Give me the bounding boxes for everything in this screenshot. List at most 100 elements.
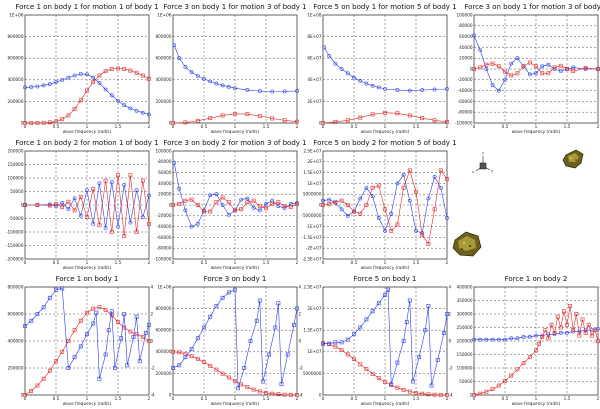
chart-title: Force 3 on body 1 <box>204 275 267 283</box>
data-point <box>389 382 394 387</box>
x-axis-label: wave frequency (rad/s) <box>361 129 410 134</box>
data-point <box>321 121 325 125</box>
data-point <box>383 380 387 384</box>
data-point <box>426 392 431 397</box>
data-point <box>35 383 40 388</box>
chart-panel: Force 5 on body 1 for motion 5 of body 1… <box>307 3 456 134</box>
x-tick-label: 1.5 <box>564 396 571 401</box>
data-point <box>171 121 175 125</box>
data-point <box>140 73 145 78</box>
data-point <box>282 206 287 211</box>
data-point <box>97 376 102 381</box>
x-tick-label: 0 <box>172 396 175 401</box>
series-line <box>323 47 448 91</box>
data-point <box>254 318 259 323</box>
data-point <box>251 205 256 210</box>
x-tick-label: 2 <box>446 260 449 265</box>
y-tick-label: 8E+07 <box>307 34 321 39</box>
data-point <box>251 387 256 392</box>
x-tick-label: 1 <box>86 124 89 129</box>
data-point <box>401 339 406 343</box>
x-axis-label: wave frequency (rad/s) <box>512 401 561 406</box>
data-point <box>189 197 194 202</box>
x-tick-label: 0.5 <box>351 396 358 401</box>
data-point <box>555 314 560 319</box>
data-point <box>144 330 148 335</box>
y-tick-label: 1E+08 <box>307 12 321 17</box>
data-point <box>478 65 483 70</box>
chart-panel: Force 3 on body 1 0 0.5 1 1.5 2 0 200000 400000 6… <box>156 275 304 406</box>
rock-body-2-icon <box>452 231 482 257</box>
data-point <box>131 335 136 339</box>
data-point <box>239 197 244 202</box>
y-tick-label: -80000 <box>157 246 172 251</box>
data-point <box>35 121 40 125</box>
data-point <box>515 71 520 76</box>
data-point <box>125 363 130 368</box>
data-point <box>577 333 582 338</box>
data-point <box>220 83 225 88</box>
data-point <box>183 198 188 203</box>
x-tick-label: 1 <box>86 260 89 265</box>
3d-preview[interactable]: z x y <box>452 149 584 257</box>
series-line <box>24 306 150 396</box>
data-point <box>270 116 275 121</box>
data-point <box>103 69 108 74</box>
data-point <box>47 82 52 87</box>
data-point <box>189 347 194 352</box>
data-point <box>395 360 400 365</box>
y-tick-label: 100000 <box>457 12 473 17</box>
data-point <box>445 393 449 397</box>
data-point <box>583 330 588 335</box>
data-point <box>417 355 422 360</box>
data-point <box>208 193 213 198</box>
data-point <box>345 213 350 218</box>
axis-triad-icon: z x y <box>472 151 493 174</box>
y-tick-label: 200000 <box>156 99 172 104</box>
y-tick-label: 20000 <box>459 56 473 61</box>
series-line <box>25 68 150 124</box>
data-point <box>401 185 406 190</box>
x-tick-label: 0 <box>24 260 27 265</box>
data-point <box>72 328 77 333</box>
data-point <box>352 332 356 337</box>
data-point <box>445 312 449 316</box>
data-point <box>333 199 338 204</box>
data-point <box>295 202 299 206</box>
data-point <box>395 222 400 227</box>
x-tick-label: 1 <box>234 260 237 265</box>
data-point <box>327 197 332 202</box>
y-tick-label: 200000 <box>8 99 24 104</box>
chart-title: Force 1 on body 2 for motion 1 of body 1 <box>15 139 158 147</box>
data-point <box>208 363 213 368</box>
data-point <box>106 328 111 333</box>
data-point <box>147 193 151 198</box>
y-tick-label: 600000 <box>156 56 172 61</box>
data-point <box>91 80 96 84</box>
data-point <box>571 69 576 74</box>
y-tick-label: 0 <box>319 120 322 125</box>
y-tick-label: 400000 <box>8 338 24 343</box>
y-tick-label: 5000000 <box>303 371 322 376</box>
data-point <box>423 328 428 333</box>
data-point <box>60 205 65 210</box>
data-point <box>376 183 381 188</box>
data-point <box>172 43 177 48</box>
data-point <box>358 362 363 367</box>
data-point <box>364 81 369 86</box>
data-point <box>177 56 182 61</box>
y-tick-label: 6E+07 <box>307 56 321 61</box>
chart-title: Force 5 on body 1 <box>354 275 417 283</box>
chart-panel: Force 1 on body 2 0 0.5 1 1.5 2 0 50000 100000 15… <box>457 275 600 406</box>
data-point <box>546 336 551 341</box>
data-point <box>23 324 27 329</box>
y2-tick-label: 2 <box>299 311 302 316</box>
data-point <box>195 356 200 361</box>
data-point <box>389 211 394 216</box>
data-point <box>571 65 576 70</box>
data-point <box>376 85 381 90</box>
data-point <box>29 85 34 90</box>
x-tick-label: 1.5 <box>115 260 122 265</box>
data-point <box>183 120 188 125</box>
x-tick-label: 1 <box>234 124 237 129</box>
